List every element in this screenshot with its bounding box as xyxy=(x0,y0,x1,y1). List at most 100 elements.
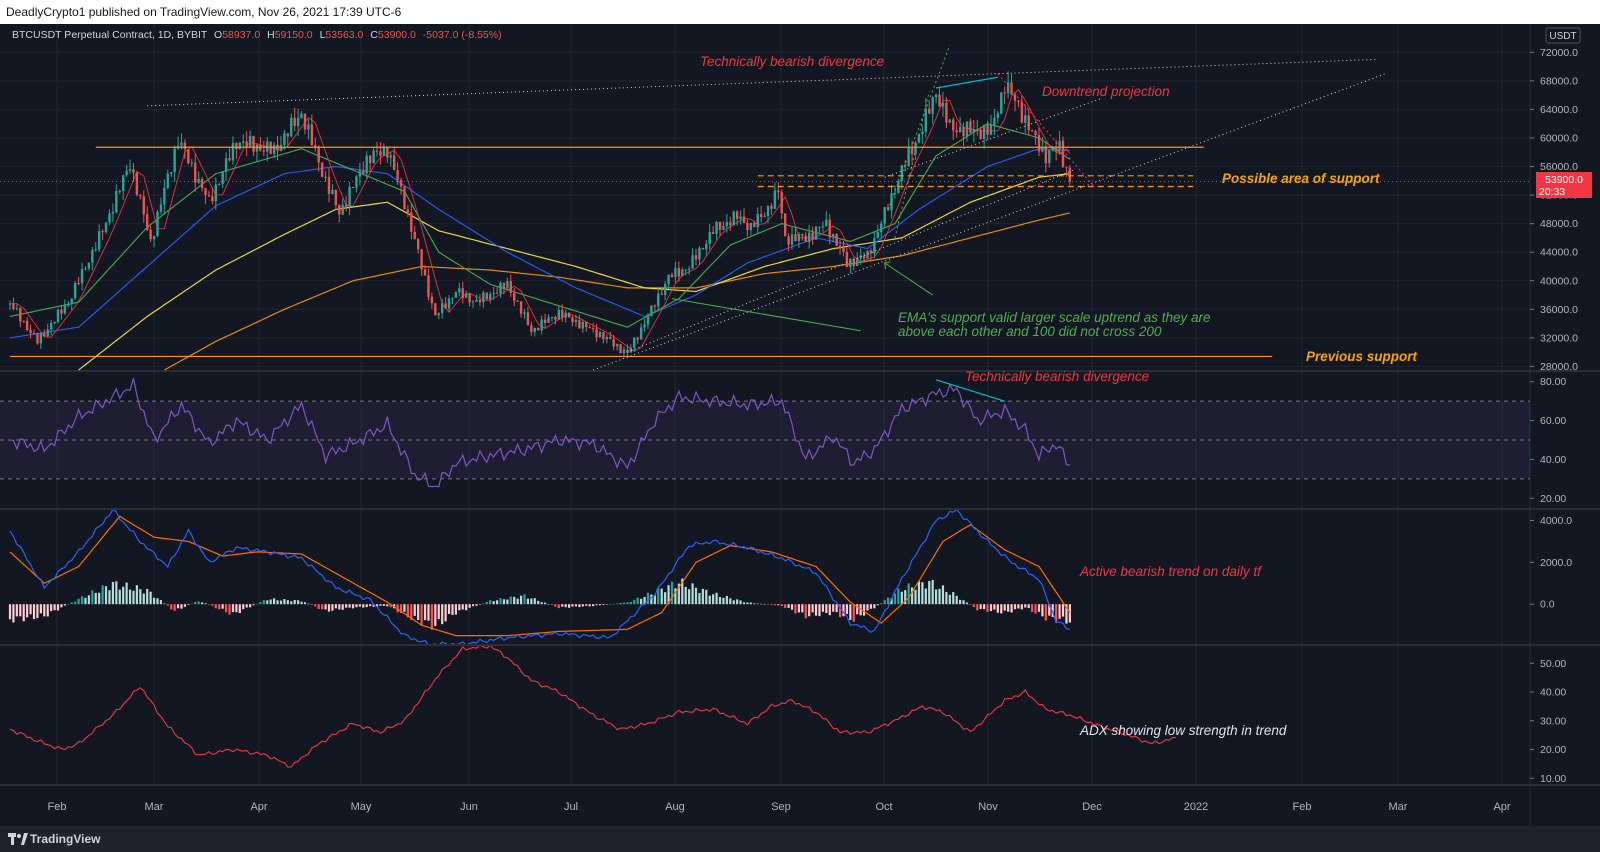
macd-hist-101 xyxy=(355,604,358,608)
macd-hist-51 xyxy=(183,604,187,607)
candle-body-77 xyxy=(272,144,276,154)
macd-hist-231 xyxy=(801,604,804,613)
adx-pane[interactable] xyxy=(9,645,1177,768)
candle-body-169 xyxy=(588,327,591,329)
macd-hist-300 xyxy=(1037,604,1041,612)
candle-body-137 xyxy=(478,299,482,303)
rsi-axis-label-3: 80.00 xyxy=(1540,376,1566,388)
candle-body-34 xyxy=(125,170,128,176)
price-pane[interactable] xyxy=(0,44,1530,371)
candle-body-126 xyxy=(440,303,444,314)
candle-body-112 xyxy=(392,155,396,170)
macd-hist-118 xyxy=(413,604,416,616)
candle-body-254 xyxy=(880,223,883,233)
macd-hist-291 xyxy=(1007,604,1010,612)
macd-hist-70 xyxy=(249,604,252,608)
macd-hist-34 xyxy=(125,582,128,605)
candle-body-84 xyxy=(296,117,300,127)
candle-body-224 xyxy=(777,190,780,193)
currency-badge-box[interactable] xyxy=(1545,27,1581,44)
macd-hist-303 xyxy=(1048,604,1051,616)
macd-hist-111 xyxy=(389,604,392,608)
candle-body-147 xyxy=(513,292,516,301)
macd-hist-77 xyxy=(273,598,276,605)
candle-body-75 xyxy=(266,141,269,152)
candle-body-307 xyxy=(1061,140,1065,167)
macd-hist-82 xyxy=(290,601,293,605)
candle-body-283 xyxy=(979,130,982,140)
macd-hist-179 xyxy=(622,602,626,605)
macd-hist-276 xyxy=(955,595,958,605)
candle-body-157 xyxy=(547,317,550,324)
time-axis-label-0: Feb xyxy=(48,801,67,813)
candle-body-172 xyxy=(598,332,602,338)
candle-body-7 xyxy=(32,333,36,335)
macd-hist-285 xyxy=(986,604,989,612)
candle-body-260 xyxy=(900,165,903,182)
candle-body-0 xyxy=(8,303,12,305)
candle-body-232 xyxy=(804,235,807,242)
candle-body-85 xyxy=(300,113,303,118)
candle-body-26 xyxy=(97,231,101,250)
chart-canvas[interactable]: 28000.0 32000.0 36000.0 40000.0 44000.0 48000… xyxy=(0,24,1600,826)
adx-axis-label-1: 20.00 xyxy=(1540,744,1566,756)
time-axis[interactable]: Feb Mar Apr May Jun Jul Aug Sep Oct Nov Dec 2022 Feb… xyxy=(48,801,1511,813)
candle-body-42 xyxy=(152,236,156,240)
candle-body-153 xyxy=(533,327,536,332)
candle-body-59 xyxy=(211,196,214,202)
candle-body-246 xyxy=(852,258,855,266)
candle-body-164 xyxy=(571,317,574,323)
macd-hist-108 xyxy=(379,604,382,606)
candle-body-272 xyxy=(941,102,945,107)
macd-hist-16 xyxy=(63,604,66,606)
candle-body-27 xyxy=(101,231,104,233)
candle-body-176 xyxy=(612,339,615,347)
candle-body-293 xyxy=(1013,94,1017,101)
currency-badge[interactable]: USDT xyxy=(1549,31,1576,42)
candle-body-276 xyxy=(955,130,958,133)
macd-hist-138 xyxy=(482,603,485,605)
candle-body-216 xyxy=(749,222,753,230)
candle-body-29 xyxy=(108,213,111,223)
macd-hist-295 xyxy=(1020,604,1023,610)
macd-hist-299 xyxy=(1034,604,1037,614)
macd-hist-136 xyxy=(475,604,478,606)
macd-hist-220 xyxy=(763,604,766,605)
candle-body-165 xyxy=(574,320,578,323)
candle-body-32 xyxy=(118,190,121,192)
candle-body-74 xyxy=(262,150,266,152)
price-axis[interactable]: 28000.0 32000.0 36000.0 40000.0 44000.0 48000… xyxy=(1530,47,1578,785)
time-axis-label-13: Mar xyxy=(1389,801,1408,813)
macd-hist-69 xyxy=(245,604,248,608)
macd-hist-202 xyxy=(701,588,704,605)
candle-body-167 xyxy=(581,322,585,329)
candle-body-302 xyxy=(1044,146,1048,164)
candle-body-240 xyxy=(832,234,835,238)
candle-body-97 xyxy=(341,204,344,215)
candle-body-163 xyxy=(567,312,571,318)
candle-body-185 xyxy=(643,324,646,328)
macd-hist-193 xyxy=(670,581,674,605)
macd-hist-221 xyxy=(766,604,770,605)
macd-hist-192 xyxy=(667,585,670,605)
macd-hist-269 xyxy=(931,579,934,605)
macd-hist-78 xyxy=(276,600,279,605)
candle-body-188 xyxy=(653,305,657,307)
candle-body-111 xyxy=(389,155,392,158)
candle-body-93 xyxy=(327,177,331,194)
rsi-pane[interactable] xyxy=(0,378,1530,488)
candle-body-118 xyxy=(413,231,416,240)
candle-body-252 xyxy=(873,238,876,254)
candle-body-89 xyxy=(314,145,317,147)
macd-pane[interactable] xyxy=(8,509,1071,645)
macd-hist-174 xyxy=(605,604,608,605)
macd-hist-33 xyxy=(122,586,125,605)
candle-body-221 xyxy=(766,205,770,217)
candle-body-284 xyxy=(982,124,986,140)
macd-hist-270 xyxy=(935,589,938,605)
price-axis-label-7: 56000.0 xyxy=(1540,161,1578,173)
candle-body-300 xyxy=(1037,135,1041,152)
ema-100-path xyxy=(78,173,1070,371)
ema-100-line xyxy=(78,173,1070,371)
macd-hist-13 xyxy=(53,604,56,611)
